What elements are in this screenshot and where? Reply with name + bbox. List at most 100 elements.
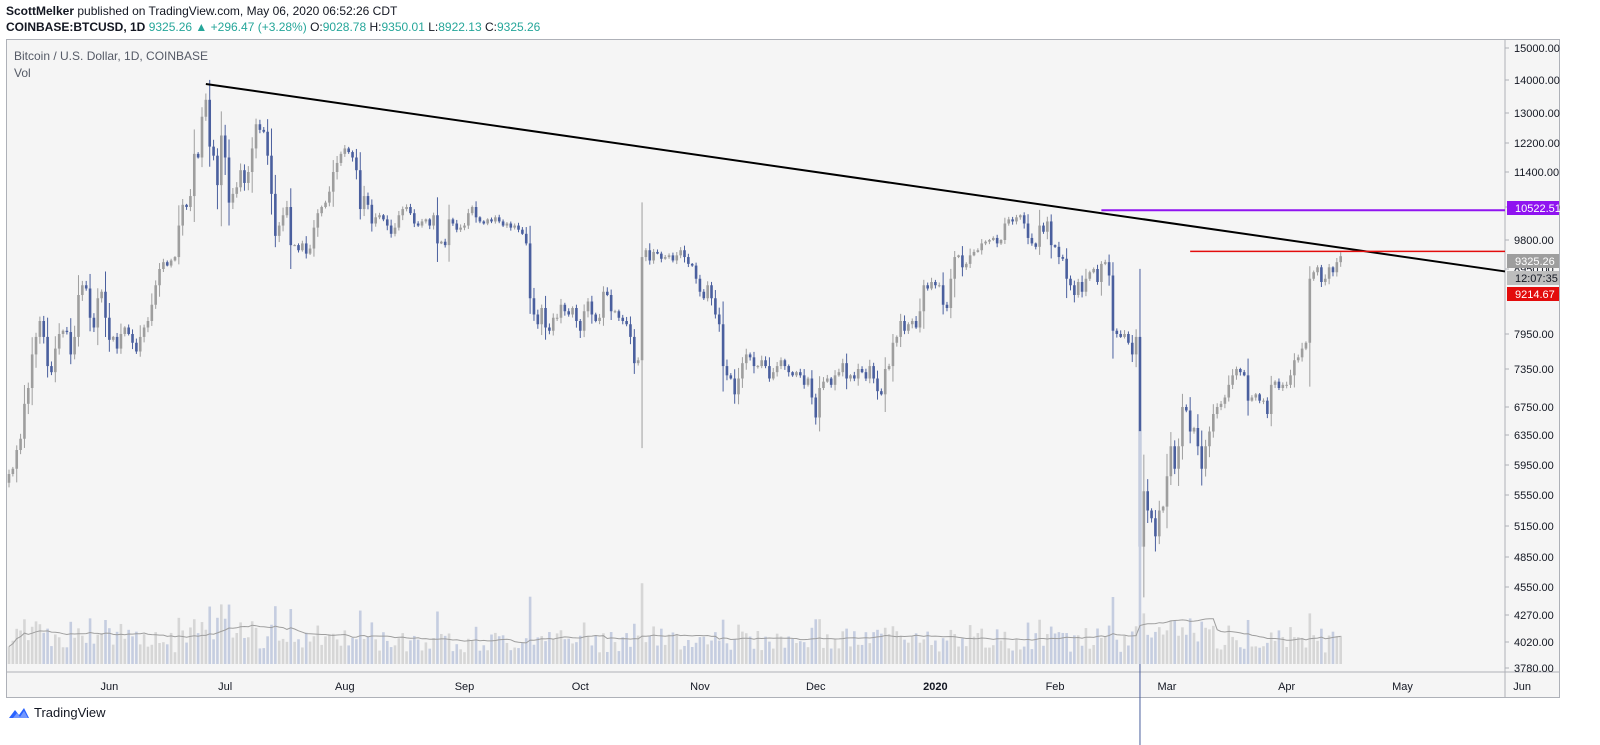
candle-body xyxy=(829,378,833,385)
volume-bar xyxy=(216,617,219,664)
candle-body xyxy=(652,251,655,261)
publisher-line: ScottMelker published on TradingView.com… xyxy=(6,3,540,19)
candle-body xyxy=(497,217,501,222)
candle-body xyxy=(683,250,686,258)
volume-bar xyxy=(111,644,115,664)
candle-body xyxy=(799,372,802,376)
time-axis-label: Apr xyxy=(1278,681,1295,693)
purple-level-label: 10522.51 xyxy=(1515,203,1561,215)
volume-bar xyxy=(316,625,320,664)
candle-body xyxy=(937,285,941,287)
candle-body xyxy=(69,332,73,355)
volume-bar xyxy=(899,635,902,664)
candle-body xyxy=(154,285,157,305)
candle-body xyxy=(1339,256,1342,263)
candle-body xyxy=(312,227,316,249)
candle-body xyxy=(200,116,204,158)
volume-bar xyxy=(953,634,956,664)
volume-bar xyxy=(370,622,374,664)
volume-bar xyxy=(555,633,559,664)
volume-bar xyxy=(1069,651,1072,664)
author-name[interactable]: ScottMelker xyxy=(6,4,75,18)
candle-body xyxy=(1204,446,1207,469)
volume-bar xyxy=(941,638,945,664)
candle-body xyxy=(957,255,960,258)
series-title[interactable]: Bitcoin / U.S. Dollar, 1D, COINBASE xyxy=(14,49,209,63)
volume-bar xyxy=(297,639,300,664)
symbol-label: COINBASE:BTCUSD, 1D xyxy=(6,20,146,34)
volume-bar xyxy=(833,639,837,664)
candle-body xyxy=(675,255,679,261)
candle-body xyxy=(1030,237,1034,244)
candle-body xyxy=(11,468,15,474)
volume-bar xyxy=(748,636,752,664)
candle-body xyxy=(81,285,84,295)
candle-body xyxy=(590,301,594,315)
candle-body xyxy=(501,221,505,226)
volume-bar xyxy=(706,644,709,664)
volume-bar xyxy=(810,627,814,664)
candle-body xyxy=(748,354,752,358)
candle-body xyxy=(1215,407,1219,414)
candle-body xyxy=(192,153,196,197)
price-tick-label: 9800.00 xyxy=(1514,235,1554,247)
footer-brand[interactable]: TradingView xyxy=(8,705,106,720)
volume-bar xyxy=(578,635,582,664)
red-level-label: 9214.67 xyxy=(1515,289,1555,301)
volume-bar xyxy=(945,640,949,664)
low-value: 8922.13 xyxy=(438,20,482,34)
volume-bar xyxy=(289,609,293,664)
candle-body xyxy=(513,225,516,228)
candle-body xyxy=(1242,372,1246,376)
red-level-label-bg xyxy=(1507,287,1559,301)
chart-frame[interactable] xyxy=(6,39,1560,698)
volume-bar xyxy=(474,626,478,664)
volume-bar xyxy=(721,619,725,664)
candle-body xyxy=(486,219,489,224)
candle-body xyxy=(1227,384,1231,398)
volume-bar xyxy=(239,622,242,664)
volume-bar xyxy=(582,622,586,664)
volume-bar xyxy=(640,583,644,664)
volume-bar xyxy=(1242,648,1246,664)
candle-body xyxy=(791,372,794,376)
candle-body xyxy=(1312,272,1315,279)
volume-bar xyxy=(733,639,736,664)
candle-body xyxy=(787,366,791,373)
candle-body xyxy=(115,336,119,349)
candle-body xyxy=(1181,407,1184,447)
volume-bar xyxy=(1107,625,1111,664)
volume-bar xyxy=(73,637,76,664)
volume-bar xyxy=(478,650,482,664)
candle-body xyxy=(899,321,902,337)
candle-body xyxy=(285,207,289,216)
candle-body xyxy=(717,314,721,325)
candle-body xyxy=(65,330,69,333)
candle-body xyxy=(127,327,130,334)
ohlc-line: COINBASE:BTCUSD, 1D 9325.26 ▲ +296.47 (+… xyxy=(6,19,540,35)
volume-bar xyxy=(459,649,462,664)
volume-label[interactable]: Vol xyxy=(14,66,31,80)
volume-bar xyxy=(1320,628,1323,664)
candle-body xyxy=(756,366,760,368)
time-axis-label: Mar xyxy=(1158,681,1177,693)
candle-body xyxy=(1019,215,1022,218)
volume-bar xyxy=(196,633,200,664)
candle-body xyxy=(864,372,868,379)
candle-body xyxy=(1258,394,1261,401)
volume-bar xyxy=(1289,627,1292,664)
candle-body xyxy=(621,317,625,321)
volume-bar xyxy=(609,632,613,664)
volume-bar xyxy=(247,637,250,664)
candle-body xyxy=(517,225,520,230)
candle-body xyxy=(443,241,447,246)
candle-body xyxy=(258,124,262,130)
volume-bar xyxy=(443,635,447,664)
volume-bar xyxy=(1088,648,1092,664)
candle-body xyxy=(702,291,706,299)
candle-body xyxy=(470,207,474,214)
volume-bar xyxy=(1312,635,1315,664)
volume-bar xyxy=(277,640,281,664)
candle-body xyxy=(1289,375,1292,385)
